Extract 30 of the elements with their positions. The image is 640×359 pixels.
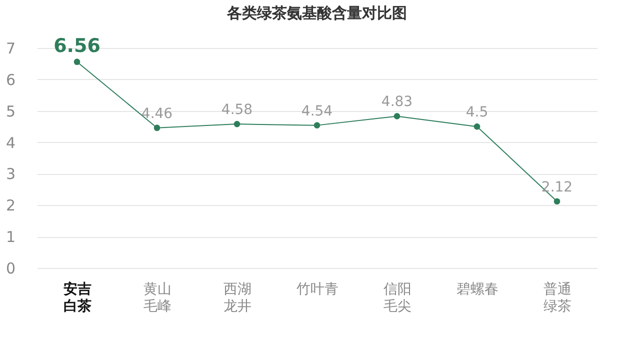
y-tick-label: 6 <box>6 70 16 89</box>
point <box>74 58 80 65</box>
x-tick-label: 安吉白茶 <box>64 280 92 314</box>
data-label: 6.56 <box>54 34 100 57</box>
y-tick-label: 4 <box>6 134 16 152</box>
x-tick-label: 信阳毛尖 <box>384 282 412 314</box>
x-tick-label: 碧螺春 <box>456 282 498 298</box>
x-tick-label: 西湖龙井 <box>224 282 252 314</box>
x-tick-label: 普通绿茶 <box>544 280 572 314</box>
data-label: 4.46 <box>141 106 173 122</box>
point <box>154 124 160 131</box>
point <box>474 123 480 130</box>
y-tick-label: 3 <box>6 165 16 184</box>
point <box>314 122 320 128</box>
y-tick-label: 5 <box>6 102 16 120</box>
chart-title: 各类绿茶氨基酸含量对比图 <box>226 4 407 22</box>
y-tick-label: 2 <box>6 196 16 215</box>
data-label: 4.54 <box>301 103 333 120</box>
y-tick-label: 0 <box>6 260 16 278</box>
data-label: 4.58 <box>221 102 253 118</box>
point <box>394 113 400 120</box>
point <box>554 198 560 205</box>
data-label: 4.83 <box>381 94 413 110</box>
y-tick-label: 1 <box>6 228 16 246</box>
x-tick-label: 黄山毛峰 <box>144 282 172 314</box>
y-tick-label: 7 <box>6 40 16 58</box>
x-tick-label: 竹叶青 <box>296 282 338 298</box>
point <box>234 120 240 128</box>
data-label: 4.5 <box>466 104 488 121</box>
data-label: 2.12 <box>541 179 573 196</box>
